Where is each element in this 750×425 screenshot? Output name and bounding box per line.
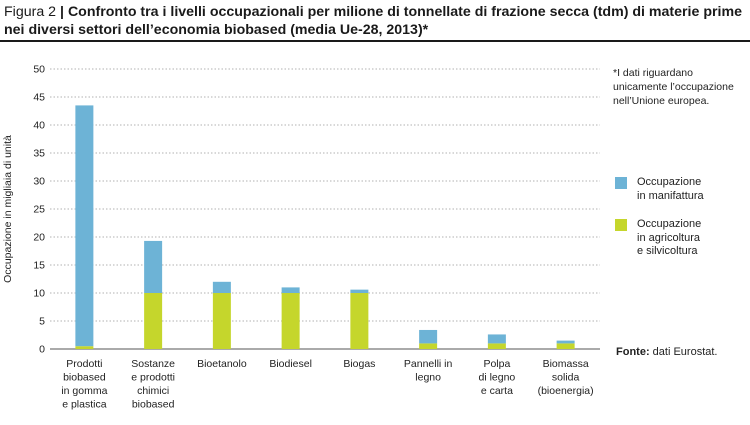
- legend-label-line: in manifattura: [637, 189, 704, 202]
- legend-label-line: Occupazione: [637, 218, 702, 230]
- x-category-label: chimici: [137, 385, 169, 397]
- y-tick-label: 0: [39, 344, 45, 356]
- x-category-label: e carta: [481, 385, 513, 397]
- legend-item-agriculture: Occupazione in agricoltura e silvicoltur…: [615, 218, 737, 259]
- title-separator: |: [60, 4, 64, 20]
- title-text: Confronto tra i livelli occupazionali pe…: [4, 4, 742, 38]
- bar-manufacturing: [350, 289, 369, 293]
- legend-label-line: Occupazione: [637, 176, 702, 188]
- y-tick-label: 5: [39, 316, 45, 328]
- y-tick-label: 50: [33, 64, 45, 76]
- bar-agriculture: [350, 293, 369, 349]
- legend-label-line: e silvicoltura: [637, 245, 698, 257]
- y-tick-label: 30: [33, 176, 45, 188]
- x-category-label: legno: [415, 372, 441, 384]
- legend-item-manufacturing: Occupazione in manifattura: [615, 176, 737, 203]
- y-axis-label: Occupazione in migliaia di unità: [2, 135, 14, 283]
- y-tick-label: 45: [33, 92, 45, 104]
- bar-manufacturing: [419, 329, 438, 344]
- title-rule: [0, 40, 750, 42]
- x-category-label: Biomassa: [543, 358, 589, 370]
- x-category-label: biobased: [132, 399, 175, 411]
- y-tick-label: 15: [33, 260, 45, 272]
- source-note: Fonte: dati Eurostat.: [616, 346, 717, 358]
- legend-label-line: in agricoltura: [637, 231, 700, 244]
- bar-manufacturing: [75, 105, 94, 347]
- bar-agriculture: [556, 343, 575, 349]
- bar-manufacturing: [212, 281, 231, 293]
- chart-title: Figura 2 | Confronto tra i livelli occup…: [4, 3, 746, 39]
- bar-manufacturing: [281, 287, 300, 293]
- bar-agriculture: [487, 343, 506, 349]
- bar-agriculture: [75, 346, 94, 349]
- source-text: dati Eurostat.: [649, 346, 718, 358]
- bar-manufacturing: [144, 240, 163, 293]
- x-category-label: Sostanze: [131, 358, 175, 370]
- bar-agriculture: [212, 293, 231, 349]
- legend-swatch-agriculture: [615, 219, 627, 231]
- x-category-label: Prodotti: [66, 358, 102, 370]
- x-category-label: e plastica: [62, 399, 107, 411]
- bar-manufacturing: [556, 340, 575, 344]
- legend-label-agriculture: Occupazione in agricoltura e silvicoltur…: [637, 218, 737, 259]
- legend-swatch-manufacturing: [615, 177, 627, 189]
- x-category-label: Polpa: [483, 358, 510, 370]
- y-tick-label: 20: [33, 232, 45, 244]
- x-category-label: biobased: [63, 372, 106, 384]
- figure-label: Figura 2: [4, 4, 57, 20]
- y-tick-label: 25: [33, 204, 45, 216]
- x-category-label: di legno: [478, 372, 515, 384]
- x-category-label: e prodotti: [131, 372, 175, 384]
- x-category-label: in gomma: [61, 385, 107, 397]
- legend-label-manufacturing: Occupazione in manifattura: [637, 176, 737, 203]
- source-label: Fonte:: [616, 346, 650, 358]
- x-category-label: Biodiesel: [269, 358, 312, 370]
- bar-agriculture: [419, 343, 438, 349]
- x-category-label: Bioetanolo: [197, 358, 247, 370]
- x-category-label: (bioenergia): [538, 385, 594, 397]
- bar-agriculture: [144, 293, 163, 349]
- y-tick-label: 35: [33, 148, 45, 160]
- bar-manufacturing: [487, 334, 506, 344]
- x-category-label: Biogas: [343, 358, 375, 370]
- footnote: *I dati riguardano unicamente l’occupazi…: [613, 67, 734, 107]
- x-category-label: solida: [552, 372, 580, 384]
- x-category-label: Pannelli in: [404, 358, 453, 370]
- bar-agriculture: [281, 293, 300, 349]
- y-tick-label: 40: [33, 120, 45, 132]
- y-tick-label: 10: [33, 288, 45, 300]
